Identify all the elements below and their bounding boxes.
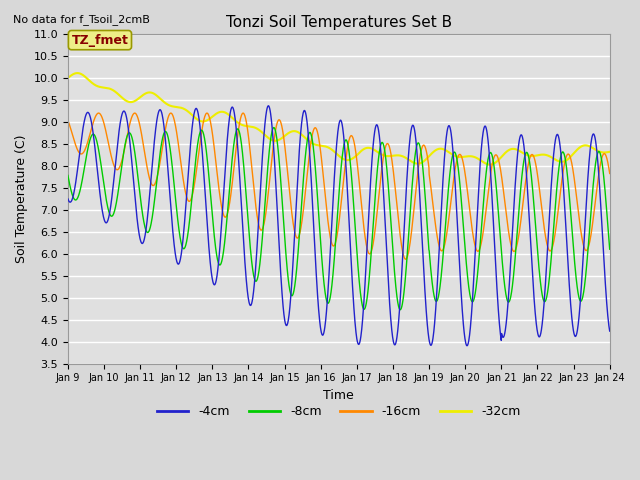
Text: No data for f_Tsoil_2cmB: No data for f_Tsoil_2cmB xyxy=(13,14,150,25)
Text: TZ_fmet: TZ_fmet xyxy=(72,34,129,47)
Y-axis label: Soil Temperature (C): Soil Temperature (C) xyxy=(15,134,28,263)
Title: Tonzi Soil Temperatures Set B: Tonzi Soil Temperatures Set B xyxy=(226,15,452,30)
X-axis label: Time: Time xyxy=(323,389,354,402)
Legend: -4cm, -8cm, -16cm, -32cm: -4cm, -8cm, -16cm, -32cm xyxy=(152,400,525,423)
